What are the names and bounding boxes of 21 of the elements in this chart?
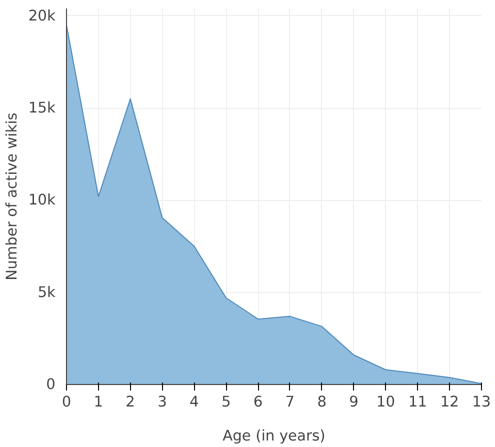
x-tick-label: 8: [317, 394, 327, 410]
x-tick-label: 5: [221, 394, 231, 410]
y-tick-label: 5k: [38, 284, 56, 301]
y-tick-label: 10k: [28, 192, 56, 209]
x-tick-label: 3: [158, 394, 167, 410]
x-tick-label: 11: [408, 394, 427, 410]
x-axis-title: Age (in years): [222, 428, 326, 444]
x-tick-label: 12: [440, 394, 459, 410]
y-tick-label: 20k: [28, 7, 56, 24]
x-tick-label: 7: [285, 394, 295, 410]
x-tick-label: 4: [190, 394, 199, 410]
x-tick-label: 13: [472, 394, 491, 410]
y-tick-label: 0: [46, 376, 56, 393]
x-tick-label: 10: [376, 394, 396, 410]
x-tick-label: 6: [253, 394, 263, 410]
y-tick-label: 15k: [28, 100, 56, 117]
x-tick-label: 2: [126, 394, 136, 410]
x-tick-label: 0: [62, 394, 72, 410]
x-tick-label: 1: [94, 394, 104, 410]
x-tick-label: 9: [349, 394, 358, 410]
y-axis-title: Number of active wikis: [3, 112, 20, 280]
